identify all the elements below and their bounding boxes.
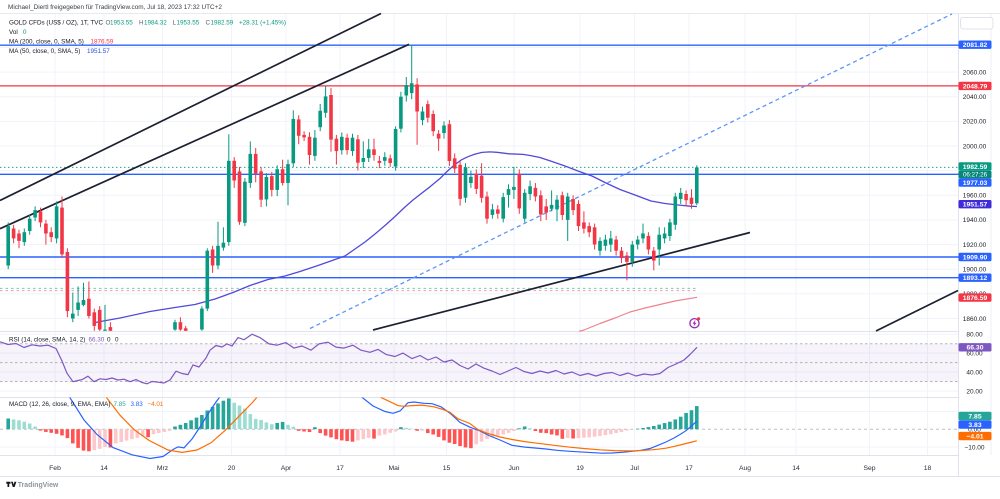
svg-text:1953.55: 1953.55 bbox=[177, 20, 200, 27]
svg-text:MA (200, close, 0, SMA, 5): MA (200, close, 0, SMA, 5) bbox=[9, 39, 84, 46]
svg-text:O: O bbox=[106, 20, 111, 27]
svg-text:MACD (12, 26, close, 9, EMA, E: MACD (12, 26, close, 9, EMA, EMA) bbox=[9, 401, 110, 408]
svg-text:1984.32: 1984.32 bbox=[144, 20, 167, 27]
svg-text:1893.12: 1893.12 bbox=[963, 275, 988, 282]
svg-text:−4.01: −4.01 bbox=[148, 401, 164, 408]
svg-text:0: 0 bbox=[115, 337, 119, 344]
svg-text:1940.00: 1940.00 bbox=[963, 217, 987, 224]
svg-text:L: L bbox=[173, 20, 177, 27]
svg-text:−10.00: −10.00 bbox=[964, 445, 984, 452]
svg-text:14: 14 bbox=[792, 465, 800, 472]
svg-text:17: 17 bbox=[336, 465, 344, 472]
svg-text:2048.79: 2048.79 bbox=[963, 83, 988, 90]
svg-text:+28.31 (+1.45%): +28.31 (+1.45%) bbox=[239, 20, 286, 27]
svg-text:Feb: Feb bbox=[49, 465, 61, 472]
svg-text:60.00: 60.00 bbox=[966, 350, 983, 357]
svg-text:66.30: 66.30 bbox=[89, 337, 105, 344]
svg-text:20: 20 bbox=[228, 465, 236, 472]
svg-text:1920.00: 1920.00 bbox=[963, 242, 987, 249]
svg-text:Jun: Jun bbox=[509, 465, 520, 472]
svg-text:1909.90: 1909.90 bbox=[963, 254, 988, 261]
svg-text:1982.59: 1982.59 bbox=[211, 20, 234, 27]
svg-text:1953.55: 1953.55 bbox=[110, 20, 133, 27]
svg-text:7.85: 7.85 bbox=[114, 401, 127, 408]
svg-text:MA (50, close, 0, SMA, 5): MA (50, close, 0, SMA, 5) bbox=[9, 48, 80, 55]
svg-text:66.30: 66.30 bbox=[966, 345, 983, 352]
svg-text:GOLD CFDs (US$ / OZ), 1T, TVC: GOLD CFDs (US$ / OZ), 1T, TVC bbox=[9, 20, 103, 27]
svg-text:Vol: Vol bbox=[9, 29, 18, 36]
svg-text:15: 15 bbox=[443, 465, 451, 472]
svg-text:1982.59: 1982.59 bbox=[963, 164, 988, 171]
svg-text:2020.00: 2020.00 bbox=[963, 119, 987, 126]
svg-text:2000.00: 2000.00 bbox=[963, 143, 987, 150]
svg-text:18: 18 bbox=[924, 465, 932, 472]
svg-text:Sep: Sep bbox=[863, 465, 875, 472]
svg-text:2060.00: 2060.00 bbox=[963, 69, 987, 76]
svg-text:2081.82: 2081.82 bbox=[963, 42, 988, 49]
svg-text:Jul: Jul bbox=[630, 465, 639, 472]
svg-text:C: C bbox=[206, 20, 211, 27]
svg-text:1951.57: 1951.57 bbox=[87, 48, 110, 55]
svg-text:3.83: 3.83 bbox=[131, 401, 144, 408]
svg-text:H: H bbox=[139, 20, 144, 27]
svg-text:20.00: 20.00 bbox=[966, 388, 983, 395]
svg-text:Aug: Aug bbox=[739, 465, 751, 472]
svg-text:1977.03: 1977.03 bbox=[963, 180, 988, 187]
svg-text:1951.57: 1951.57 bbox=[963, 202, 988, 209]
svg-text:1900.00: 1900.00 bbox=[963, 267, 987, 274]
svg-text:Mrz: Mrz bbox=[157, 465, 169, 472]
svg-text:RSI (14, close, SMA, 14, 2): RSI (14, close, SMA, 14, 2) bbox=[9, 337, 85, 344]
svg-text:TradingView: TradingView bbox=[18, 482, 59, 489]
svg-text:19: 19 bbox=[576, 465, 584, 472]
svg-text:0: 0 bbox=[23, 29, 27, 36]
svg-text:1876.59: 1876.59 bbox=[91, 39, 114, 46]
svg-text:40.00: 40.00 bbox=[966, 369, 983, 376]
svg-text:Apr: Apr bbox=[281, 465, 292, 472]
svg-text:3.83: 3.83 bbox=[968, 422, 981, 429]
svg-text:06:27:26: 06:27:26 bbox=[963, 172, 988, 179]
svg-text:17: 17 bbox=[685, 465, 693, 472]
svg-text:80.00: 80.00 bbox=[966, 332, 983, 339]
svg-text:14: 14 bbox=[100, 465, 108, 472]
svg-text:Mai: Mai bbox=[389, 465, 400, 472]
svg-text:−4.01: −4.01 bbox=[966, 434, 983, 441]
svg-text:1960.00: 1960.00 bbox=[963, 193, 987, 200]
svg-text:1860.00: 1860.00 bbox=[963, 316, 987, 323]
svg-text:0.00: 0.00 bbox=[968, 427, 981, 434]
svg-text:0: 0 bbox=[107, 337, 111, 344]
svg-text:2040.00: 2040.00 bbox=[963, 94, 987, 101]
svg-text:1876.59: 1876.59 bbox=[963, 295, 988, 302]
svg-text:7.85: 7.85 bbox=[968, 413, 981, 420]
svg-text:Michael_Diertl freigegeben für: Michael_Diertl freigegeben für TradingVi… bbox=[8, 4, 222, 11]
